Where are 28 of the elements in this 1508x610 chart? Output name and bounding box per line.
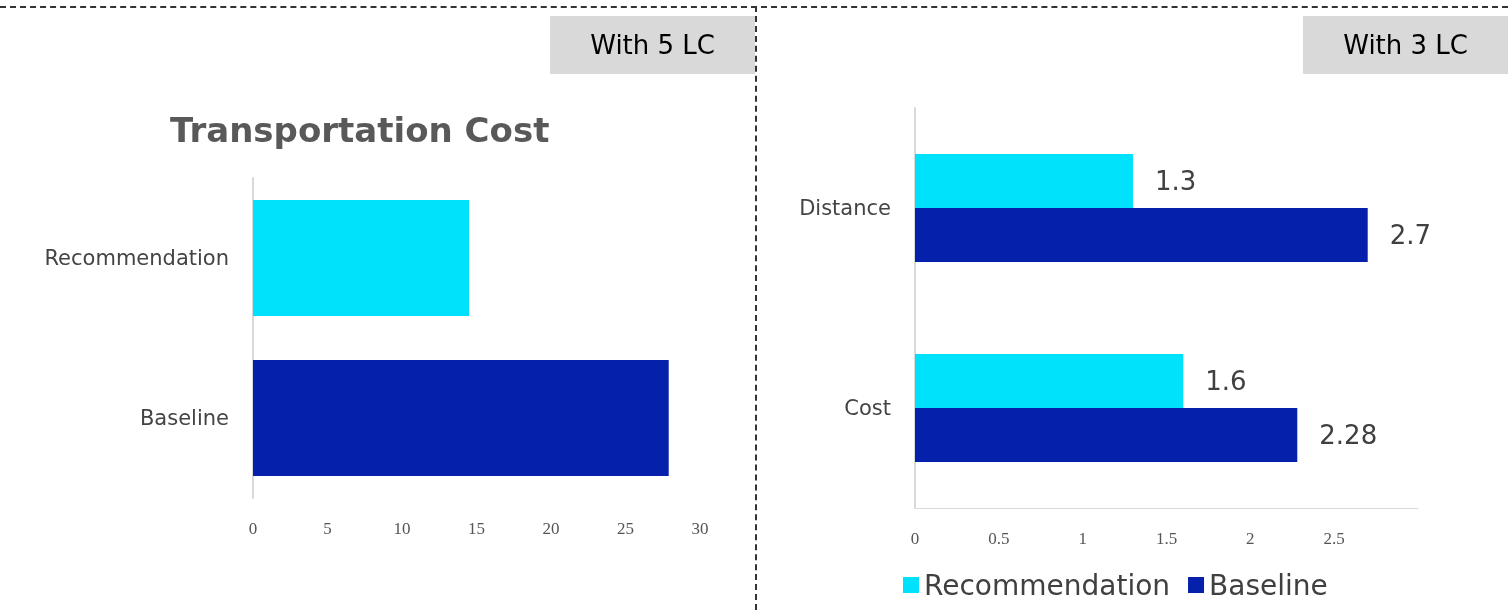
text: With 5 LC [550, 16, 755, 74]
y-tick-label: Cost [844, 396, 891, 420]
legend-label: Baseline [1209, 568, 1328, 602]
x-tick-label: 15 [468, 519, 485, 538]
x-tick-label: 20 [542, 519, 560, 538]
data-label: 1.6 [1205, 366, 1247, 396]
bar [915, 354, 1184, 408]
x-tick-label: 30 [691, 519, 709, 538]
x-tick-label: 0.5 [988, 529, 1010, 548]
y-tick-label: Distance [799, 196, 891, 220]
chart-title: Transportation Cost [170, 110, 550, 150]
x-tick-label: 5 [323, 519, 332, 538]
x-tick-label: 2.5 [1323, 529, 1345, 548]
x-tick-label: 0 [248, 519, 258, 538]
bar [915, 408, 1298, 462]
bar [915, 208, 1368, 262]
x-tick-label: 2 [1246, 529, 1255, 548]
x-tick-label: 0 [910, 529, 920, 548]
legend-label: Recommendation [924, 568, 1171, 602]
x-tick-label: 1 [1078, 529, 1087, 548]
x-tick-label: 25 [617, 519, 634, 538]
x-tick-label: 1.5 [1155, 529, 1178, 548]
data-label: 2.28 [1319, 420, 1378, 450]
data-label: 2.7 [1389, 220, 1432, 250]
data-label: 1.3 [1154, 166, 1197, 196]
text: With 3 LC [1303, 16, 1508, 74]
bar [915, 154, 1133, 208]
x-tick-label: 10 [393, 519, 411, 538]
